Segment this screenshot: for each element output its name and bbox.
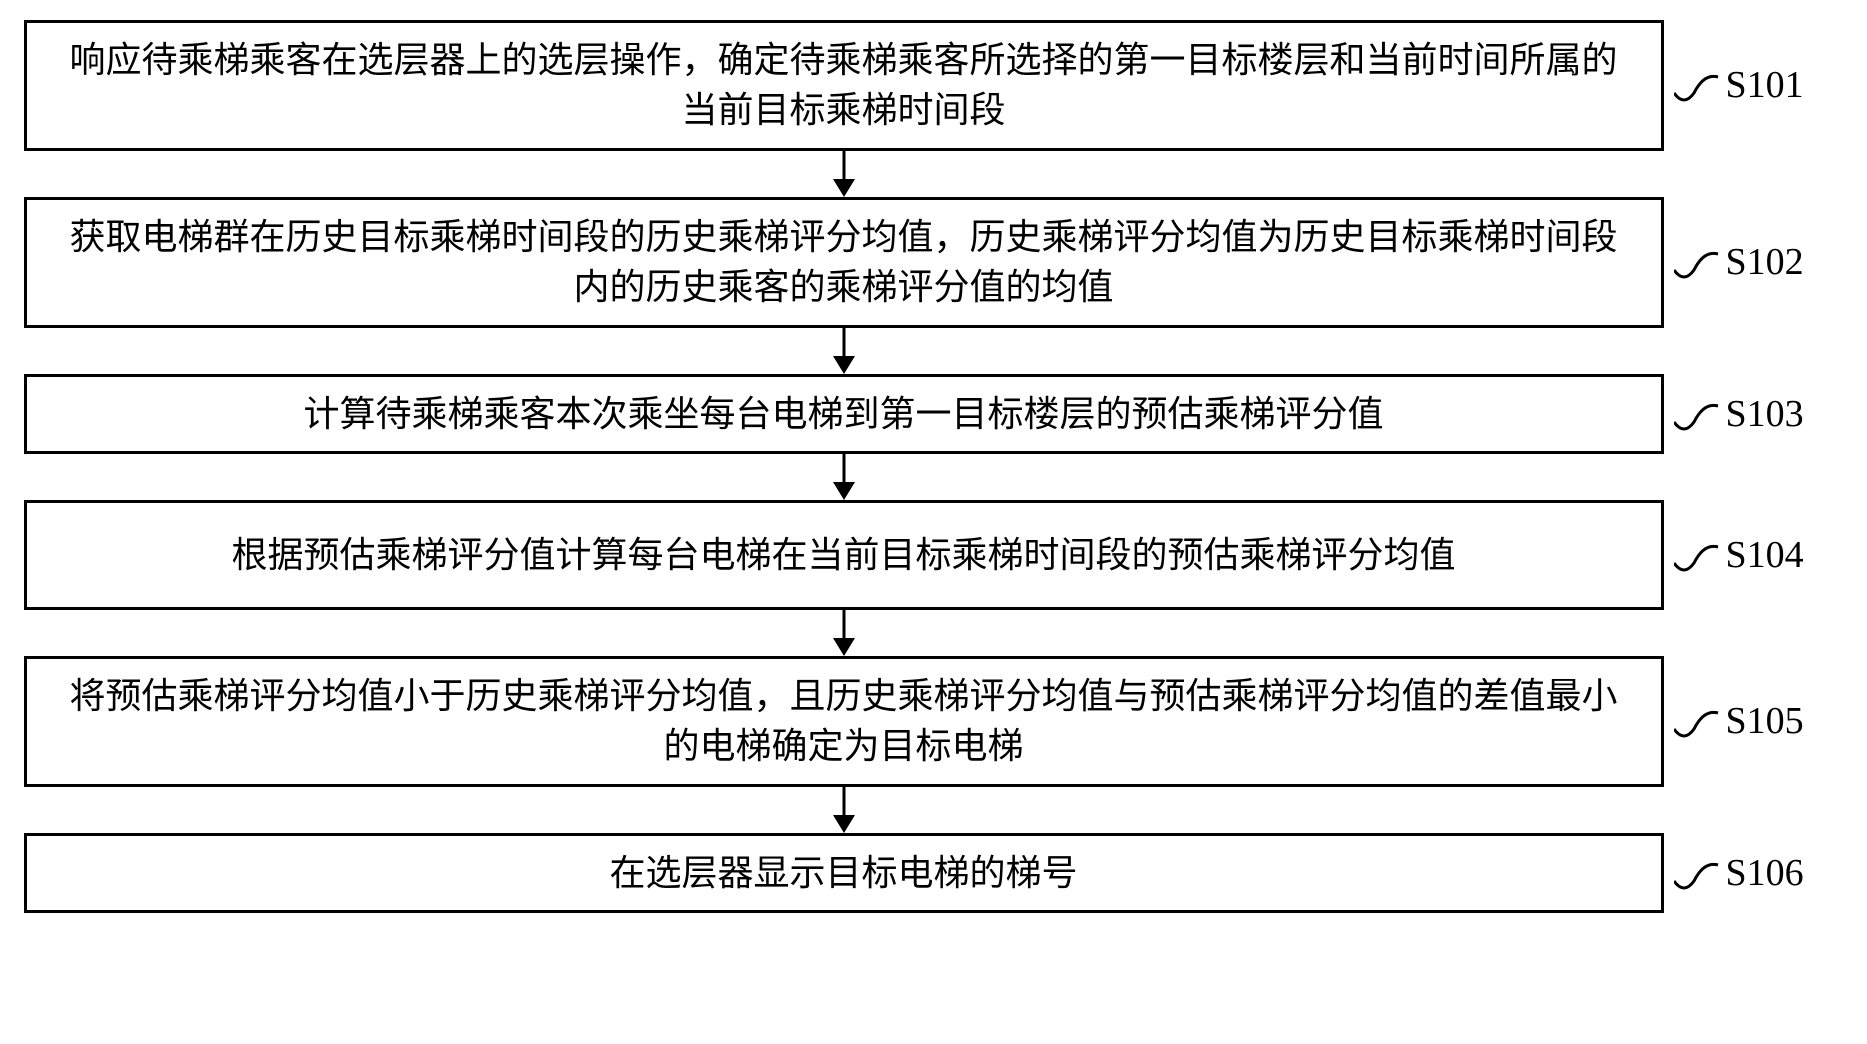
squiggle-connector-icon bbox=[1674, 533, 1724, 577]
squiggle-connector-icon bbox=[1674, 851, 1724, 895]
step-row: 将预估乘梯评分均值小于历史乘梯评分均值，且历史乘梯评分均值与预估乘梯评分均值的差… bbox=[24, 656, 1844, 787]
step-row: 计算待乘梯乘客本次乘坐每台电梯到第一目标楼层的预估乘梯评分值 S103 bbox=[24, 374, 1844, 454]
step-label-wrap: S106 bbox=[1674, 843, 1834, 903]
step-text: 将预估乘梯评分均值小于历史乘梯评分均值，且历史乘梯评分均值与预估乘梯评分均值的差… bbox=[67, 671, 1621, 772]
squiggle-connector-icon bbox=[1674, 699, 1724, 743]
step-box-s102: 获取电梯群在历史目标乘梯时间段的历史乘梯评分均值，历史乘梯评分均值为历史目标乘梯… bbox=[24, 197, 1664, 328]
flowchart-container: 响应待乘梯乘客在选层器上的选层操作，确定待乘梯乘客所选择的第一目标楼层和当前时间… bbox=[24, 20, 1844, 913]
step-label-wrap: S104 bbox=[1674, 525, 1834, 585]
step-box-s106: 在选层器显示目标电梯的梯号 bbox=[24, 833, 1664, 913]
step-row: 在选层器显示目标电梯的梯号 S106 bbox=[24, 833, 1844, 913]
arrow-connector bbox=[24, 328, 1664, 374]
squiggle-connector-icon bbox=[1674, 240, 1724, 284]
step-text: 根据预估乘梯评分值计算每台电梯在当前目标乘梯时间段的预估乘梯评分均值 bbox=[231, 530, 1455, 580]
step-text: 在选层器显示目标电梯的梯号 bbox=[609, 848, 1077, 898]
step-label-wrap: S103 bbox=[1674, 384, 1834, 444]
arrow-down-icon bbox=[829, 787, 859, 833]
step-id-label: S104 bbox=[1726, 533, 1804, 577]
squiggle-connector-icon bbox=[1674, 392, 1724, 436]
step-text: 获取电梯群在历史目标乘梯时间段的历史乘梯评分均值，历史乘梯评分均值为历史目标乘梯… bbox=[67, 212, 1621, 313]
step-box-s101: 响应待乘梯乘客在选层器上的选层操作，确定待乘梯乘客所选择的第一目标楼层和当前时间… bbox=[24, 20, 1664, 151]
step-text: 响应待乘梯乘客在选层器上的选层操作，确定待乘梯乘客所选择的第一目标楼层和当前时间… bbox=[67, 35, 1621, 136]
step-text: 计算待乘梯乘客本次乘坐每台电梯到第一目标楼层的预估乘梯评分值 bbox=[303, 389, 1383, 439]
step-id-label: S105 bbox=[1726, 699, 1804, 743]
step-label-wrap: S102 bbox=[1674, 232, 1834, 292]
arrow-connector bbox=[24, 610, 1664, 656]
step-box-s103: 计算待乘梯乘客本次乘坐每台电梯到第一目标楼层的预估乘梯评分值 bbox=[24, 374, 1664, 454]
step-box-s104: 根据预估乘梯评分值计算每台电梯在当前目标乘梯时间段的预估乘梯评分均值 bbox=[24, 500, 1664, 610]
step-row: 获取电梯群在历史目标乘梯时间段的历史乘梯评分均值，历史乘梯评分均值为历史目标乘梯… bbox=[24, 197, 1844, 328]
arrow-down-icon bbox=[829, 328, 859, 374]
squiggle-connector-icon bbox=[1674, 63, 1724, 107]
step-row: 响应待乘梯乘客在选层器上的选层操作，确定待乘梯乘客所选择的第一目标楼层和当前时间… bbox=[24, 20, 1844, 151]
arrow-down-icon bbox=[829, 454, 859, 500]
step-id-label: S103 bbox=[1726, 392, 1804, 436]
step-box-s105: 将预估乘梯评分均值小于历史乘梯评分均值，且历史乘梯评分均值与预估乘梯评分均值的差… bbox=[24, 656, 1664, 787]
step-id-label: S101 bbox=[1726, 63, 1804, 107]
arrow-connector bbox=[24, 787, 1664, 833]
step-label-wrap: S101 bbox=[1674, 55, 1834, 115]
step-id-label: S106 bbox=[1726, 851, 1804, 895]
arrow-connector bbox=[24, 454, 1664, 500]
arrow-down-icon bbox=[829, 151, 859, 197]
step-id-label: S102 bbox=[1726, 240, 1804, 284]
step-row: 根据预估乘梯评分值计算每台电梯在当前目标乘梯时间段的预估乘梯评分均值 S104 bbox=[24, 500, 1844, 610]
step-label-wrap: S105 bbox=[1674, 691, 1834, 751]
arrow-down-icon bbox=[829, 610, 859, 656]
arrow-connector bbox=[24, 151, 1664, 197]
